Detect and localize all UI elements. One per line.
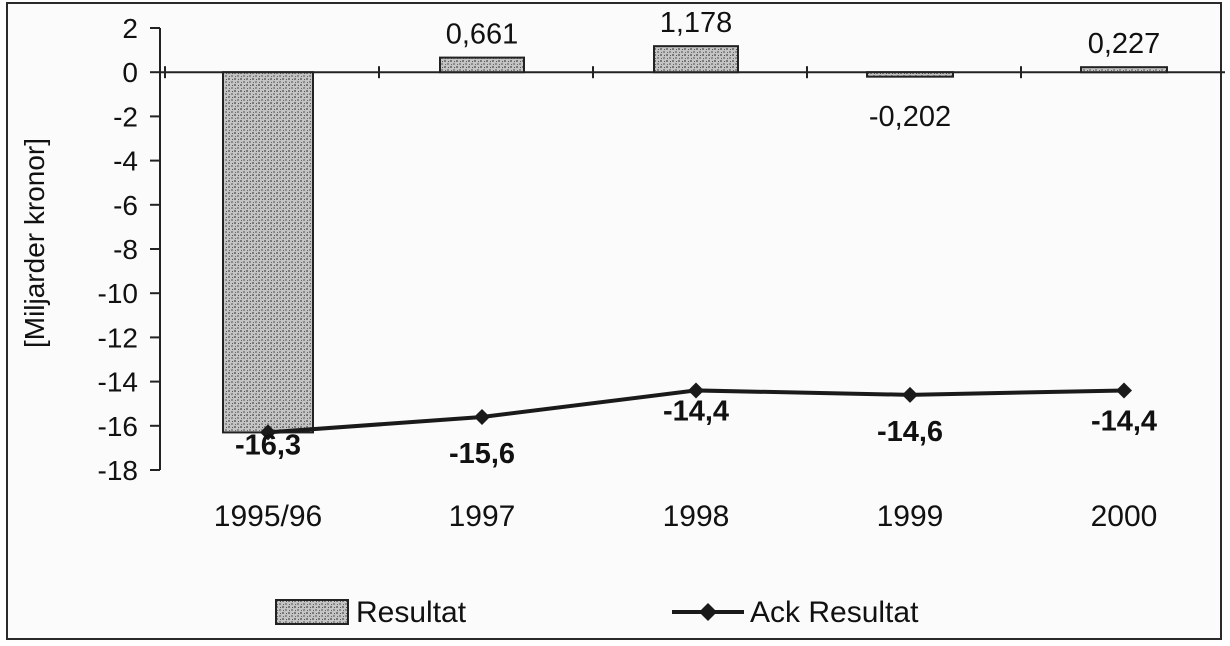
y-tick-label: -10	[98, 278, 138, 309]
line-value-label: -14,4	[663, 395, 729, 427]
line-marker	[688, 382, 704, 399]
x-tick-label: 1999	[877, 500, 944, 533]
y-tick-label: -2	[113, 101, 138, 132]
bar	[1080, 66, 1168, 74]
bar-value-label: 1,178	[660, 7, 733, 39]
legend: Resultat Ack Resultat	[275, 596, 919, 629]
bar	[222, 71, 314, 434]
x-tick-label: 1998	[663, 500, 730, 533]
y-tick-label: -4	[113, 146, 138, 177]
bar	[653, 45, 739, 74]
legend-label-ack: Ack Resultat	[750, 596, 919, 629]
bar-series	[222, 45, 1168, 434]
line-series	[260, 382, 1132, 441]
line-marker	[260, 424, 276, 441]
y-tick-label: 2	[122, 13, 138, 44]
line-value-label: -16,3	[235, 429, 301, 461]
y-tick-label: -6	[113, 190, 138, 221]
bar-value-label: 0,661	[446, 19, 519, 51]
bar-value-label: 0,227	[1088, 28, 1161, 60]
x-tick-label: 1997	[449, 500, 516, 533]
line-marker	[1116, 382, 1132, 399]
y-tick-label: -14	[98, 367, 138, 398]
legend-marker-ack	[699, 603, 717, 621]
axes: 2 0 -2 -4 -6 -8 -10 -12 -14 -16 -18 1995/96 1997 1998…	[98, 13, 1225, 533]
line-value-label: -14,6	[877, 416, 943, 448]
chart-frame	[6, 2, 1222, 640]
line-value-label: -15,6	[449, 438, 515, 470]
y-axis-title: [Miljarder kronor]	[19, 138, 50, 348]
bar	[866, 71, 954, 78]
y-tick-label: -8	[113, 234, 138, 265]
line-marker	[474, 408, 490, 425]
y-tick-label: -12	[98, 322, 138, 353]
y-tick-label: -16	[98, 411, 138, 442]
bar	[439, 56, 525, 74]
x-tick-label: 2000	[1091, 500, 1158, 533]
line-value-label: -14,4	[1091, 405, 1157, 437]
legend-swatch-resultat	[275, 599, 349, 625]
data-labels: 0,661 1,178 -0,202 0,227 -16,3 -15,6 -14,4 -14,…	[235, 7, 1160, 470]
y-tick-label: -18	[98, 455, 138, 486]
y-tick-label: 0	[122, 57, 138, 88]
line-marker	[902, 386, 918, 403]
legend-label-resultat: Resultat	[356, 596, 467, 629]
bar-value-label: -0,202	[869, 101, 951, 133]
x-tick-label: 1995/96	[214, 500, 322, 533]
